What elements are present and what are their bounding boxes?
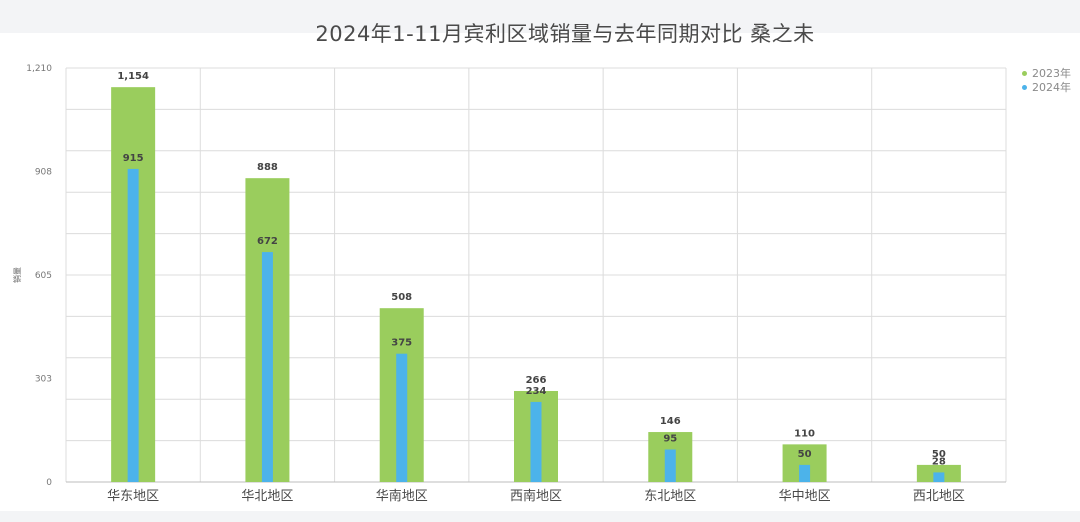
data-label-2024: 672 — [257, 236, 278, 247]
legend-swatch-2024 — [1022, 84, 1027, 90]
data-label-2023: 508 — [391, 292, 412, 303]
x-category-label: 东北地区 — [644, 489, 696, 504]
bar-2024 — [933, 472, 945, 482]
legend-label-2023: 2023年 — [1032, 67, 1071, 80]
data-label-2023: 1,154 — [117, 71, 149, 82]
legend-label-2024: 2024年 — [1032, 81, 1071, 94]
data-label-2023: 266 — [526, 375, 547, 386]
y-tick-label: 0 — [46, 478, 52, 488]
data-label-2023: 110 — [794, 428, 815, 439]
x-category-label: 西北地区 — [913, 489, 965, 504]
data-label-2024: 915 — [123, 153, 144, 164]
data-label-2024: 28 — [932, 456, 946, 467]
legend-swatch-2023 — [1022, 70, 1027, 76]
legend-item-2024[interactable]: 2024年 — [1022, 80, 1071, 94]
data-label-2023: 50 — [932, 449, 946, 460]
bar-2024 — [664, 449, 676, 482]
data-label-2024: 50 — [798, 449, 812, 460]
y-axis-label: 销量 — [12, 267, 22, 283]
y-tick-label: 303 — [35, 374, 52, 384]
chart-title: 2024年1-11月宾利区域销量与去年同期对比 桑之未 — [315, 22, 815, 46]
data-label-2024: 375 — [391, 338, 412, 349]
legend: 2023年 2024年 — [1022, 66, 1071, 94]
bar-2024 — [127, 168, 139, 482]
x-category-label: 华中地区 — [779, 489, 831, 504]
y-tick-label: 605 — [35, 271, 52, 281]
x-category-label: 华东地区 — [107, 489, 159, 504]
x-category-label: 西南地区 — [510, 488, 562, 504]
x-category-label: 华南地区 — [376, 488, 428, 504]
data-label-2024: 234 — [526, 386, 547, 397]
y-tick-label: 908 — [35, 167, 52, 177]
bar-2024 — [799, 464, 811, 482]
data-label-2024: 95 — [663, 433, 677, 444]
data-label-2023: 146 — [660, 416, 681, 427]
bar-2024 — [261, 252, 273, 482]
bar-2024 — [396, 353, 408, 482]
bar-2024 — [530, 401, 542, 482]
legend-item-2023[interactable]: 2023年 — [1022, 66, 1071, 80]
x-category-label: 华北地区 — [241, 489, 293, 504]
y-tick-label: 1,210 — [26, 64, 52, 74]
data-label-2023: 888 — [257, 162, 278, 173]
